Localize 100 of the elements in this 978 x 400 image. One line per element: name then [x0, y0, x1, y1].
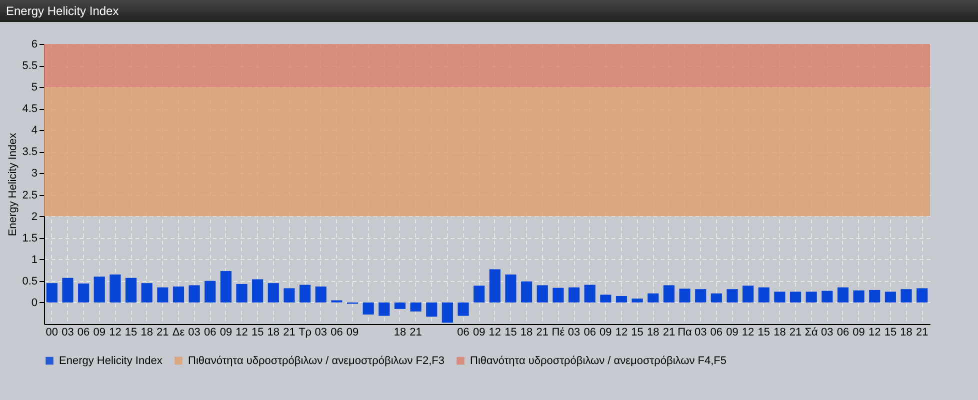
x-tick-label: Πα	[678, 326, 693, 338]
bar	[426, 302, 438, 317]
bar	[568, 287, 580, 302]
legend-label: Energy Helicity Index	[59, 354, 163, 367]
bar	[252, 279, 264, 302]
bar	[742, 286, 754, 302]
bar	[774, 292, 786, 302]
x-tick-label: 21	[662, 326, 676, 338]
x-tick-label: 21	[916, 326, 928, 338]
y-tick-label: 5.5	[22, 60, 38, 72]
y-tick-label: 1	[31, 254, 38, 266]
bar	[489, 269, 500, 302]
bar	[78, 284, 90, 302]
bar	[552, 288, 564, 302]
x-tick-label: 06	[836, 326, 850, 338]
x-tick-label: 06	[457, 326, 470, 338]
x-tick-label: 06	[204, 326, 216, 338]
x-tick-label: 09	[220, 326, 232, 338]
x-tick-label: 03	[62, 326, 74, 338]
x-tick-label: 03	[314, 326, 327, 338]
x-tick-label: Τρ	[298, 326, 312, 338]
y-tick-label: 6	[31, 38, 38, 50]
y-tick-label: 2	[31, 210, 38, 223]
legend-label: Πιθανότητα υδροστρόβιλων / ανεμοστρόβιλων F2,F3	[188, 354, 444, 367]
bar	[726, 289, 738, 302]
y-tick-label: 5	[31, 82, 38, 94]
x-tick-label: 12	[236, 326, 248, 338]
x-tick-label: 21	[789, 326, 802, 338]
x-tick-label: 09	[472, 326, 486, 338]
y-tick-label: 4	[31, 124, 38, 137]
x-tick-label: 06	[710, 326, 723, 338]
bar	[141, 283, 152, 302]
bar	[679, 288, 690, 302]
bar	[884, 292, 896, 302]
x-tick-label: 15	[124, 326, 138, 338]
bar	[458, 302, 469, 316]
bar	[315, 286, 326, 302]
y-tick-label: 3	[31, 168, 38, 180]
bar	[410, 302, 422, 312]
bar	[378, 302, 390, 316]
x-tick-label: 21	[283, 326, 296, 338]
x-tick-label: 15	[504, 326, 517, 338]
x-tick-label: 15	[251, 326, 264, 338]
x-tick-label: 03	[568, 326, 580, 338]
x-tick-label: 21	[536, 326, 548, 338]
bar	[300, 284, 311, 302]
bar	[236, 284, 248, 302]
bar	[394, 302, 406, 309]
bar	[110, 274, 121, 302]
y-tick-label: 3.5	[22, 146, 38, 158]
bar	[822, 290, 833, 302]
x-tick-label: 18	[900, 326, 912, 338]
x-tick-label: 09	[93, 326, 106, 338]
x-tick-label: 21	[156, 326, 169, 338]
bar	[806, 292, 817, 302]
bar	[521, 281, 532, 302]
bar	[900, 289, 912, 302]
x-tick-label: Σά	[804, 326, 819, 338]
x-tick-label: 09	[852, 326, 865, 338]
bar	[474, 286, 485, 302]
x-tick-label: 15	[884, 326, 897, 338]
x-tick-label: 12	[488, 326, 502, 338]
bar	[869, 290, 880, 302]
x-tick-label: 18	[647, 326, 660, 338]
y-tick-label: 0.5	[22, 275, 38, 288]
bar	[157, 287, 168, 302]
x-tick-label: 21	[410, 326, 422, 338]
chart-title: Energy Helicity Index	[0, 0, 978, 22]
x-tick-label: 09	[346, 326, 359, 338]
bar	[220, 271, 232, 302]
x-tick-label: 18	[774, 326, 786, 338]
x-tick-label: 06	[584, 326, 596, 338]
bar	[632, 298, 643, 302]
bar	[188, 285, 200, 302]
x-tick-label: 06	[330, 326, 343, 338]
bar	[663, 285, 674, 302]
bar	[62, 278, 74, 302]
bar	[362, 302, 374, 315]
x-tick-label: 15	[631, 326, 644, 338]
bar	[758, 287, 770, 302]
legend-label: Πιθανότητα υδροστρόβιλων / ανεμοστρόβιλων F4,F5	[470, 354, 726, 367]
x-tick-label: 18	[140, 326, 153, 338]
bar	[125, 278, 137, 302]
y-tick-label: 4.5	[22, 103, 38, 116]
x-tick-label: 12	[742, 326, 754, 338]
x-tick-label: 09	[600, 326, 612, 338]
x-tick-label: 03	[188, 326, 200, 338]
x-tick-label: 18	[267, 326, 280, 338]
y-tick-label: 1.5	[22, 232, 38, 244]
bar	[204, 280, 216, 302]
bar	[600, 294, 612, 302]
x-tick-label: 06	[77, 326, 90, 338]
bar	[505, 274, 516, 302]
bar	[94, 276, 105, 302]
bar	[442, 302, 453, 323]
x-tick-label: Δε	[172, 326, 185, 338]
bar	[536, 285, 548, 302]
bar	[648, 293, 659, 302]
x-tick-label: 12	[615, 326, 628, 338]
bar	[616, 296, 628, 302]
